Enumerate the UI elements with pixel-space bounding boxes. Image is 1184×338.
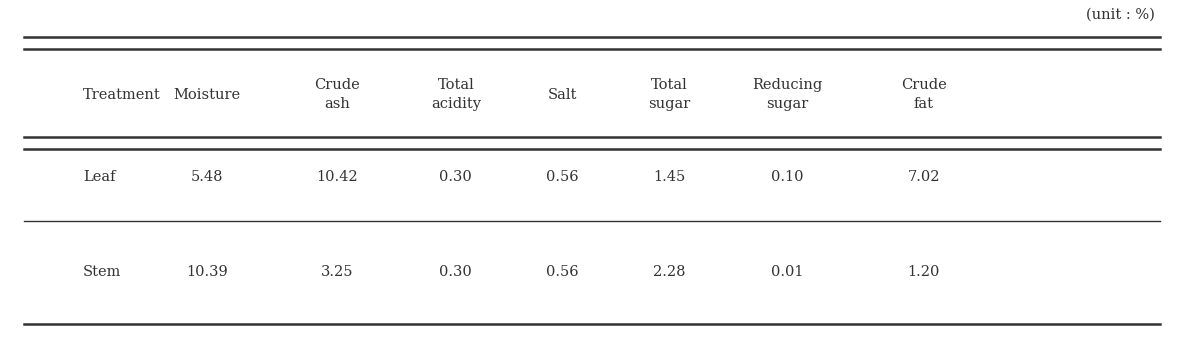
Text: 0.30: 0.30 — [439, 265, 472, 279]
Text: Crude
ash: Crude ash — [315, 78, 360, 111]
Text: Moisture: Moisture — [174, 88, 240, 102]
Text: Salt: Salt — [548, 88, 577, 102]
Text: Total
acidity: Total acidity — [431, 78, 481, 111]
Text: Leaf: Leaf — [83, 170, 115, 185]
Text: Treatment: Treatment — [83, 88, 161, 102]
Text: 0.56: 0.56 — [546, 170, 579, 185]
Text: 10.42: 10.42 — [316, 170, 359, 185]
Text: 0.01: 0.01 — [771, 265, 804, 279]
Text: Stem: Stem — [83, 265, 121, 279]
Text: (unit : %): (unit : %) — [1086, 8, 1154, 22]
Text: Crude
fat: Crude fat — [901, 78, 946, 111]
Text: 0.56: 0.56 — [546, 265, 579, 279]
Text: 0.10: 0.10 — [771, 170, 804, 185]
Text: Total
sugar: Total sugar — [648, 78, 690, 111]
Text: 3.25: 3.25 — [321, 265, 354, 279]
Text: 2.28: 2.28 — [652, 265, 686, 279]
Text: 10.39: 10.39 — [186, 265, 229, 279]
Text: 1.20: 1.20 — [907, 265, 940, 279]
Text: 7.02: 7.02 — [907, 170, 940, 185]
Text: 0.30: 0.30 — [439, 170, 472, 185]
Text: Reducing
sugar: Reducing sugar — [752, 78, 823, 111]
Text: 5.48: 5.48 — [191, 170, 224, 185]
Text: 1.45: 1.45 — [652, 170, 686, 185]
